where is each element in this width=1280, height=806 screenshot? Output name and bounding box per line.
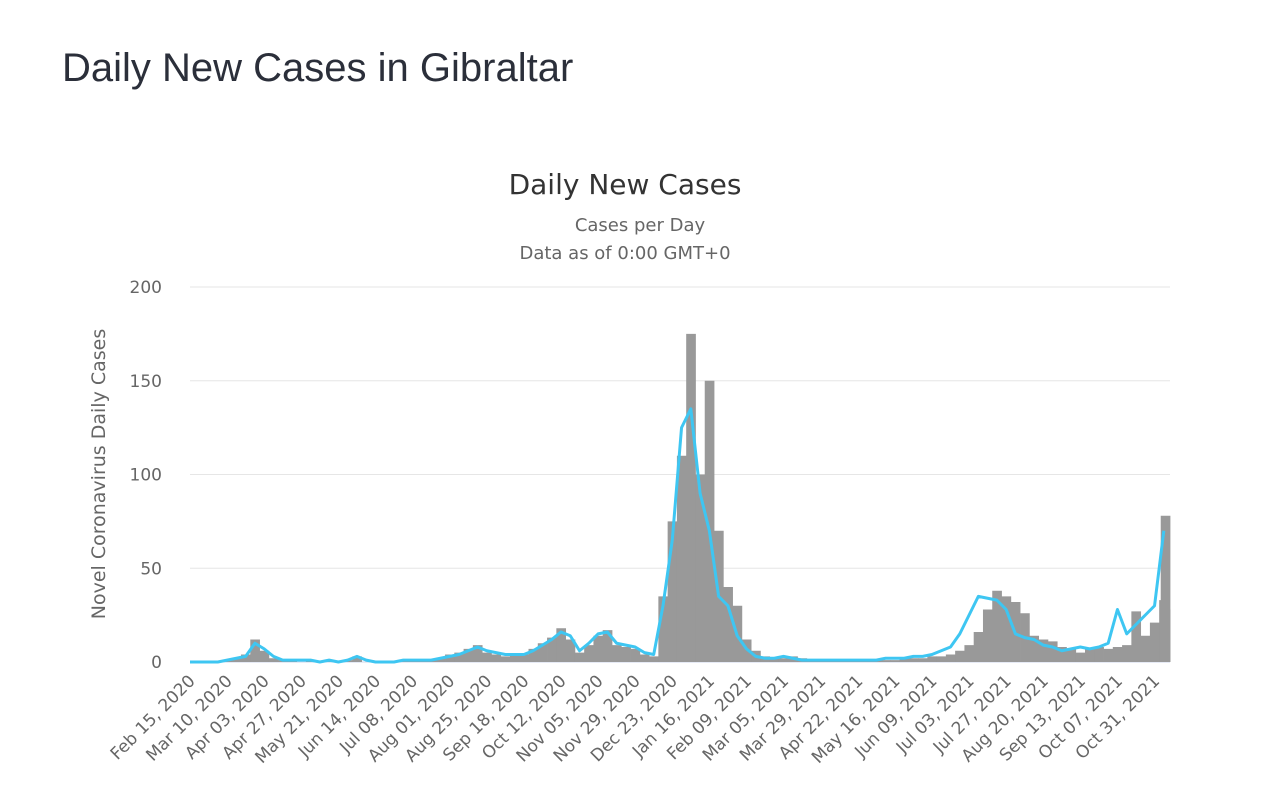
daily-cases-bar: [1029, 635, 1040, 662]
y-tick-label: 150: [130, 372, 162, 392]
daily-cases-bar: [611, 645, 622, 662]
daily-cases-bar: [352, 656, 362, 662]
daily-cases-bar: [268, 658, 279, 662]
page-title: Daily New Cases in Gibraltar: [62, 46, 574, 90]
daily-cases-bar: [936, 656, 947, 662]
daily-cases-bar: [658, 596, 669, 662]
daily-cases-bar: [593, 635, 604, 662]
daily-cases-bar: [547, 637, 557, 662]
daily-cases-bar: [1084, 648, 1095, 662]
daily-cases-bar: [982, 609, 993, 662]
daily-cases-bar: [955, 650, 965, 662]
daily-cases-bar: [574, 652, 585, 662]
daily-cases-bar: [1140, 635, 1151, 662]
daily-cases-bar: [992, 590, 1002, 662]
daily-cases-bar: [472, 645, 483, 662]
chart-title: Daily New Cases: [509, 168, 742, 201]
daily-cases-bar: [1066, 648, 1077, 662]
y-tick-label: 0: [151, 653, 162, 673]
daily-cases-bar: [528, 648, 539, 662]
daily-cases-bar: [445, 654, 455, 662]
daily-cases-bar: [695, 474, 706, 662]
daily-cases-bar: [880, 660, 891, 662]
daily-cases-bar: [927, 656, 937, 662]
daily-cases-bar: [1038, 639, 1049, 662]
daily-cases-bar: [1112, 647, 1123, 662]
daily-cases-bar: [482, 652, 492, 662]
daily-cases-bar: [500, 656, 511, 662]
daily-cases-bar: [649, 656, 659, 662]
daily-cases-bar: [1103, 648, 1114, 662]
daily-cases-bar: [519, 654, 529, 662]
chart-subtitle-date: Data as of 0:00 GMT+0: [519, 243, 730, 264]
daily-cases-bar: [463, 648, 474, 662]
daily-cases-bar: [454, 652, 464, 662]
daily-cases-bar: [435, 658, 446, 662]
daily-cases-bar: [1122, 645, 1132, 662]
daily-cases-bar: [602, 630, 613, 662]
daily-cases-bar: [1160, 515, 1171, 662]
daily-cases-bar: [769, 658, 780, 662]
daily-cases-bar: [241, 654, 251, 662]
daily-cases-bar: [537, 643, 548, 662]
daily-cases-bar: [556, 628, 567, 662]
daily-cases-bar: [1057, 647, 1067, 662]
daily-cases-bar: [973, 632, 984, 662]
daily-cases-bar: [621, 647, 631, 662]
daily-cases-bar: [250, 639, 260, 662]
daily-cases-bar: [704, 380, 715, 662]
daily-cases-bar: [259, 650, 270, 662]
daily-cases-bar: [491, 654, 502, 662]
daily-cases-bar: [676, 455, 687, 662]
daily-cases-bar: [908, 658, 919, 662]
moving-average-line: [190, 407, 1166, 664]
y-axis-label: Novel Coronavirus Daily Cases: [88, 329, 110, 620]
y-tick-label: 200: [130, 278, 162, 298]
daily-cases-bar: [899, 658, 910, 662]
daily-cases-bar: [918, 658, 928, 662]
daily-cases-bar: [630, 648, 641, 662]
daily-cases-bar: [667, 521, 678, 662]
daily-cases-bar: [1075, 652, 1086, 662]
daily-cases-bar: [509, 654, 520, 662]
daily-cases-bar: [945, 654, 956, 662]
daily-cases-bar: [1131, 611, 1142, 662]
daily-cases-bar: [231, 658, 242, 662]
chart-subtitle: Cases per Day: [575, 215, 706, 236]
daily-cases-bar: [964, 645, 975, 662]
daily-cases-bar: [584, 645, 594, 662]
daily-cases-bar: [1149, 622, 1160, 662]
daily-cases-bar: [1001, 596, 1012, 662]
y-tick-label: 100: [130, 466, 162, 486]
daily-cases-bar: [565, 639, 576, 662]
daily-cases-bar: [778, 658, 789, 662]
daily-cases-bar: [890, 660, 900, 662]
daily-cases-bar: [723, 587, 733, 662]
daily-cases-bar: [639, 654, 650, 662]
daily-cases-bar: [686, 333, 696, 662]
daily-cases-bar: [1094, 647, 1104, 662]
y-tick-label: 50: [140, 559, 162, 579]
daily-cases-bar: [1047, 641, 1058, 662]
